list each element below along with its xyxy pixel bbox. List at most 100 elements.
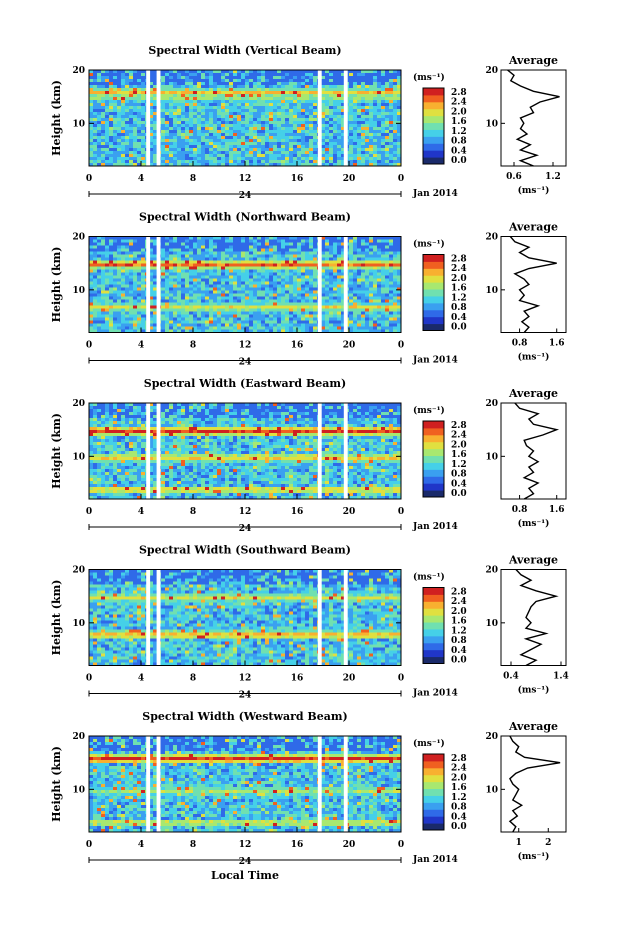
heatmap-cell <box>89 115 93 118</box>
heatmap-cell <box>97 236 101 240</box>
heatmap-cell <box>253 76 257 79</box>
heatmap-cell <box>385 160 389 163</box>
heatmap-cell <box>121 260 125 264</box>
heatmap-cell <box>101 130 105 133</box>
heatmap-cell <box>281 242 285 246</box>
heatmap-cell <box>149 329 153 333</box>
heatmap-cell <box>169 133 173 136</box>
heatmap-cell <box>241 124 245 127</box>
heatmap-cell <box>369 139 373 142</box>
heatmap-cell <box>369 160 373 163</box>
heatmap-cell <box>205 142 209 145</box>
heatmap-cell <box>165 124 169 127</box>
heatmap-cell <box>193 293 197 297</box>
heatmap-cell <box>273 302 277 306</box>
heatmap-cell <box>213 157 217 160</box>
heatmap-cell <box>281 308 285 312</box>
heatmap-cell <box>281 257 285 261</box>
heatmap-cell <box>137 142 141 145</box>
heatmap-cell <box>393 260 397 264</box>
heatmap-cell <box>153 109 157 112</box>
heatmap-cell <box>381 284 385 288</box>
heatmap-cell <box>301 76 305 79</box>
heatmap-cell <box>393 145 397 148</box>
heatmap-cell <box>237 154 241 157</box>
colorbar-frame <box>422 254 445 331</box>
heatmap-cell <box>229 329 233 333</box>
heatmap-cell <box>269 100 273 103</box>
heatmap-cell <box>309 263 313 267</box>
heatmap-cell <box>209 266 213 270</box>
heatmap-cell <box>373 323 377 327</box>
heatmap-cell <box>149 275 153 279</box>
heatmap-cell <box>285 112 289 115</box>
heatmap-cell <box>173 305 177 309</box>
heatmap-cell <box>177 91 181 94</box>
heatmap-cell <box>89 257 93 261</box>
heatmap-cell <box>321 269 325 273</box>
heatmap-cell <box>273 293 277 297</box>
heatmap-cell <box>201 293 205 297</box>
heatmap-cell <box>353 275 357 279</box>
heatmap-cell <box>393 79 397 82</box>
heatmap-cell <box>97 311 101 315</box>
heatmap-cell <box>189 160 193 163</box>
heatmap-cell <box>365 148 369 151</box>
heatmap-cell <box>125 254 129 258</box>
heatmap-cell <box>349 329 353 333</box>
heatmap-cell <box>217 320 221 324</box>
heatmap-cell <box>189 421 193 424</box>
heatmap-cell <box>337 287 341 291</box>
heatmap-cell <box>117 305 121 309</box>
heatmap-cell <box>285 290 289 294</box>
heatmap-cell <box>349 320 353 324</box>
heatmap-cell <box>237 142 241 145</box>
heatmap-cell <box>149 142 153 145</box>
heatmap-cell <box>257 403 261 406</box>
heatmap-cell <box>337 112 341 115</box>
heatmap-cell <box>357 133 361 136</box>
heatmap-cell <box>213 403 217 406</box>
heatmap-cell <box>373 136 377 139</box>
heatmap-cell <box>177 418 181 421</box>
heatmap-cell <box>397 82 401 85</box>
heatmap-cell <box>121 103 125 106</box>
heatmap-cell <box>233 326 237 330</box>
heatmap-cell <box>153 272 157 276</box>
heatmap-cell <box>141 163 145 166</box>
heatmap-cell <box>129 323 133 327</box>
heatmap-cell <box>201 302 205 306</box>
heatmap-cell <box>249 133 253 136</box>
heatmap-cell <box>117 266 121 270</box>
heatmap-cell <box>269 329 273 333</box>
heatmap-cell <box>193 311 197 315</box>
heatmap-cell <box>285 260 289 264</box>
heatmap-cell <box>117 326 121 330</box>
heatmap-cell <box>281 272 285 276</box>
heatmap-cell <box>309 100 313 103</box>
heatmap-cell <box>373 76 377 79</box>
heatmap-cell <box>241 287 245 291</box>
colorbar-tick-label: 1.6 <box>451 284 467 294</box>
heatmap-cell <box>173 415 177 418</box>
panel-2: Spectral Width (Northward Beam)1020Heigh… <box>50 211 567 368</box>
heatmap-cell <box>101 145 105 148</box>
heatmap-cell <box>385 302 389 306</box>
heatmap-cell <box>241 329 245 333</box>
heatmap-cell <box>241 148 245 151</box>
heatmap-cell <box>221 88 225 91</box>
heatmap-cell <box>341 418 345 421</box>
heatmap-cell <box>341 121 345 124</box>
heatmap-cell <box>153 103 157 106</box>
heatmap-cell <box>205 263 209 267</box>
heatmap-cell <box>385 148 389 151</box>
heatmap-cell <box>209 281 213 285</box>
heatmap-cell <box>229 163 233 166</box>
heatmap-cell <box>293 409 297 412</box>
heatmap-cell <box>213 284 217 288</box>
heatmap-cell <box>269 154 273 157</box>
heatmap-cell <box>353 326 357 330</box>
heatmap-cell <box>89 73 93 76</box>
heatmap-cell <box>149 136 153 139</box>
heatmap-cell <box>341 163 345 166</box>
